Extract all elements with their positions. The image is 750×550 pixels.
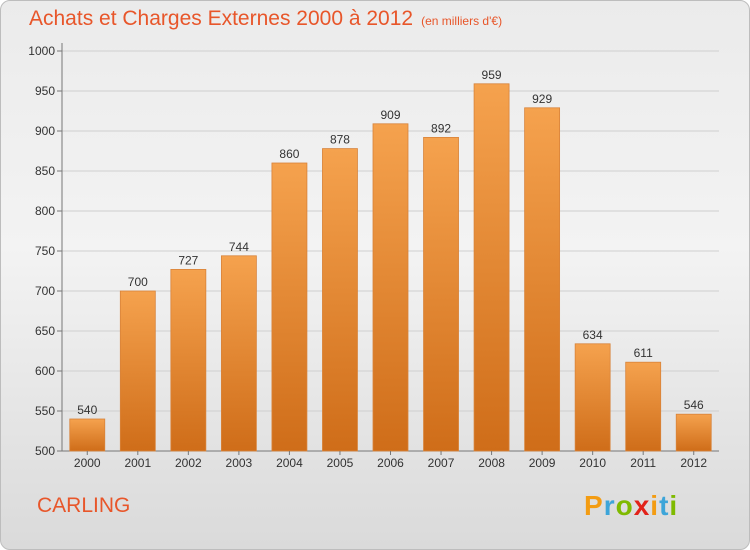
logo-letter: r: [603, 490, 616, 521]
x-tick-label-2005: 2005: [327, 456, 354, 470]
value-label-2001: 700: [128, 275, 148, 289]
x-tick-label-2011: 2011: [630, 456, 656, 470]
logo-letter: x: [633, 490, 651, 521]
proxiti-logo: Proxiti: [584, 490, 678, 522]
bar-2003: [220, 255, 257, 452]
bar-2012: [675, 413, 712, 452]
y-tick-label: 950: [35, 84, 55, 98]
value-label-2011: 611: [634, 346, 653, 360]
x-tick-label-2004: 2004: [276, 456, 303, 470]
x-tick-label-2002: 2002: [175, 456, 202, 470]
value-label-2007: 892: [431, 121, 451, 135]
x-tick-label-2009: 2009: [529, 456, 556, 470]
bar-2001: [119, 290, 156, 452]
value-label-2006: 909: [380, 108, 400, 122]
value-label-2005: 878: [330, 133, 350, 147]
logo-letter: i: [650, 490, 660, 521]
y-tick-label: 1000: [28, 44, 55, 58]
bar-2007: [423, 136, 459, 452]
value-labels: 540 700 727 744 860 878 909 892 959 929 634 611 546: [77, 68, 704, 417]
y-tick-label: 800: [35, 204, 55, 218]
logo-letter: i: [669, 490, 679, 521]
x-tick-label-2007: 2007: [428, 456, 455, 470]
logo-letter: P: [584, 490, 604, 521]
value-label-2009: 929: [532, 92, 552, 106]
x-tick-label-2000: 2000: [74, 456, 101, 470]
chart-title: Achats et Charges Externes 2000 à 2012 (e…: [29, 7, 502, 31]
y-tick-label: 750: [35, 244, 55, 258]
bar-2002: [170, 268, 207, 452]
chart-unit: (en milliers d'€): [421, 14, 503, 28]
logo-letter: t: [659, 490, 670, 521]
value-label-2008: 959: [482, 68, 502, 82]
bar-2000: [69, 418, 106, 452]
chart-title-text: Achats et Charges Externes 2000 à 2012: [29, 7, 414, 30]
logo-letter: o: [615, 490, 634, 521]
y-tick-label: 900: [35, 124, 55, 138]
x-tick-label-2010: 2010: [579, 456, 606, 470]
bars: [69, 83, 712, 452]
y-tick-labels: 500 550 600 650 700 750 800 850 900 950 1000: [28, 44, 55, 458]
value-label-2003: 744: [229, 240, 249, 254]
bar-2011: [625, 361, 662, 452]
x-tick-label-2012: 2012: [680, 456, 707, 470]
bar-2006: [372, 123, 409, 452]
x-tick-label-2001: 2001: [124, 456, 151, 470]
bar-2009: [524, 107, 561, 452]
bar-2010: [574, 343, 611, 452]
value-label-2000: 540: [77, 403, 97, 417]
x-tick-label-2006: 2006: [377, 456, 404, 470]
value-label-2004: 860: [279, 147, 299, 161]
x-tick-labels: 2000 2001 2002 2003 2004 2005 2006 2007 2008 2009…: [74, 451, 707, 470]
value-label-2002: 727: [178, 253, 198, 267]
bar-2004: [271, 162, 308, 452]
y-tick-label: 650: [35, 324, 55, 338]
y-tick-label: 550: [35, 404, 55, 418]
value-label-2012: 546: [684, 398, 704, 412]
x-tick-label-2008: 2008: [478, 456, 505, 470]
commune-name: CARLING: [37, 494, 131, 517]
bar-2005: [322, 148, 358, 452]
y-tick-label: 600: [35, 364, 55, 378]
y-tick-label: 500: [35, 444, 55, 458]
y-tick-label: 850: [35, 164, 55, 178]
bar-2008: [473, 83, 510, 452]
y-tick-label: 700: [35, 284, 55, 298]
value-label-2010: 634: [583, 328, 603, 342]
x-tick-label-2003: 2003: [226, 456, 253, 470]
